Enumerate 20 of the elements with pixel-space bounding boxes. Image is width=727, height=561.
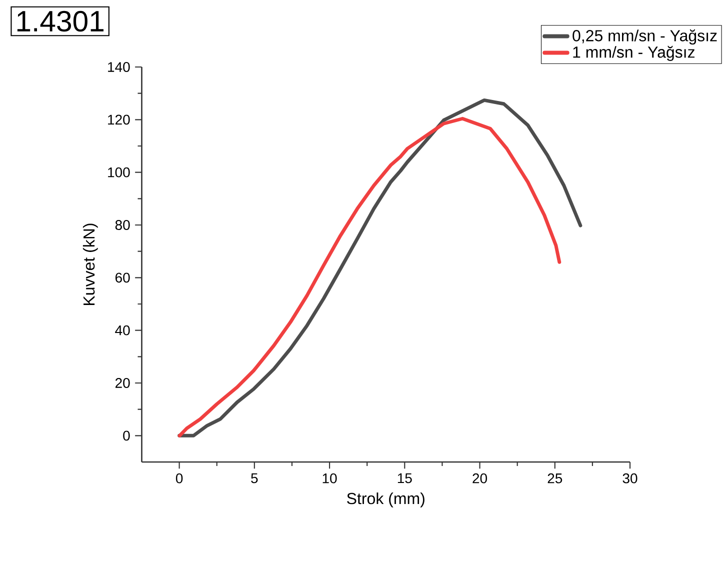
x-tick-label: 5 (251, 473, 258, 484)
y-tick-label: 80 (115, 220, 130, 230)
x-axis-title: Strok (mm) (347, 492, 424, 508)
y-tick-label: 0 (123, 430, 130, 441)
y-tick-label: 20 (115, 378, 130, 388)
y-tick-label: 100 (108, 167, 130, 178)
x-tick-label: 20 (472, 473, 488, 484)
y-axis-title: Kuvvet (kN) (82, 224, 98, 305)
chart-title: 1.4301 (17, 10, 104, 32)
x-tick-label: 25 (548, 473, 562, 484)
y-tick-label: 40 (115, 325, 130, 336)
y-tick-label: 60 (115, 272, 130, 283)
y-tick-label: 140 (108, 62, 130, 72)
x-tick-label: 10 (322, 473, 337, 484)
y-tick-label: 120 (108, 114, 130, 125)
x-tick-label: 30 (622, 473, 638, 484)
x-tick-label: 0 (176, 473, 183, 484)
x-tick-label: 15 (398, 473, 412, 484)
legend-label: 0,25 mm/sn - Yağsız (572, 29, 717, 45)
legend-label: 1 mm/sn - Yağsız (573, 46, 694, 61)
